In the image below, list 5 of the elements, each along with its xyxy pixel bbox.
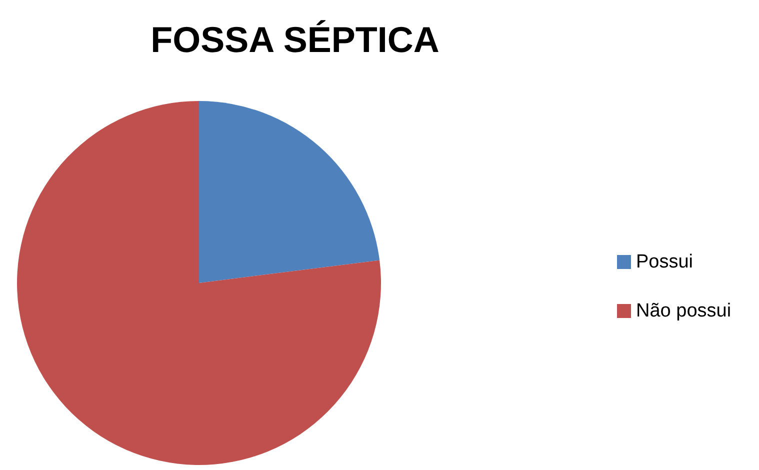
pie-slice — [17, 101, 381, 465]
legend-label: Não possui — [636, 300, 732, 322]
pie-slice — [199, 101, 380, 283]
chart-title: FOSSA SÉPTICA — [150, 19, 440, 60]
legend-label: Possui — [636, 252, 694, 272]
